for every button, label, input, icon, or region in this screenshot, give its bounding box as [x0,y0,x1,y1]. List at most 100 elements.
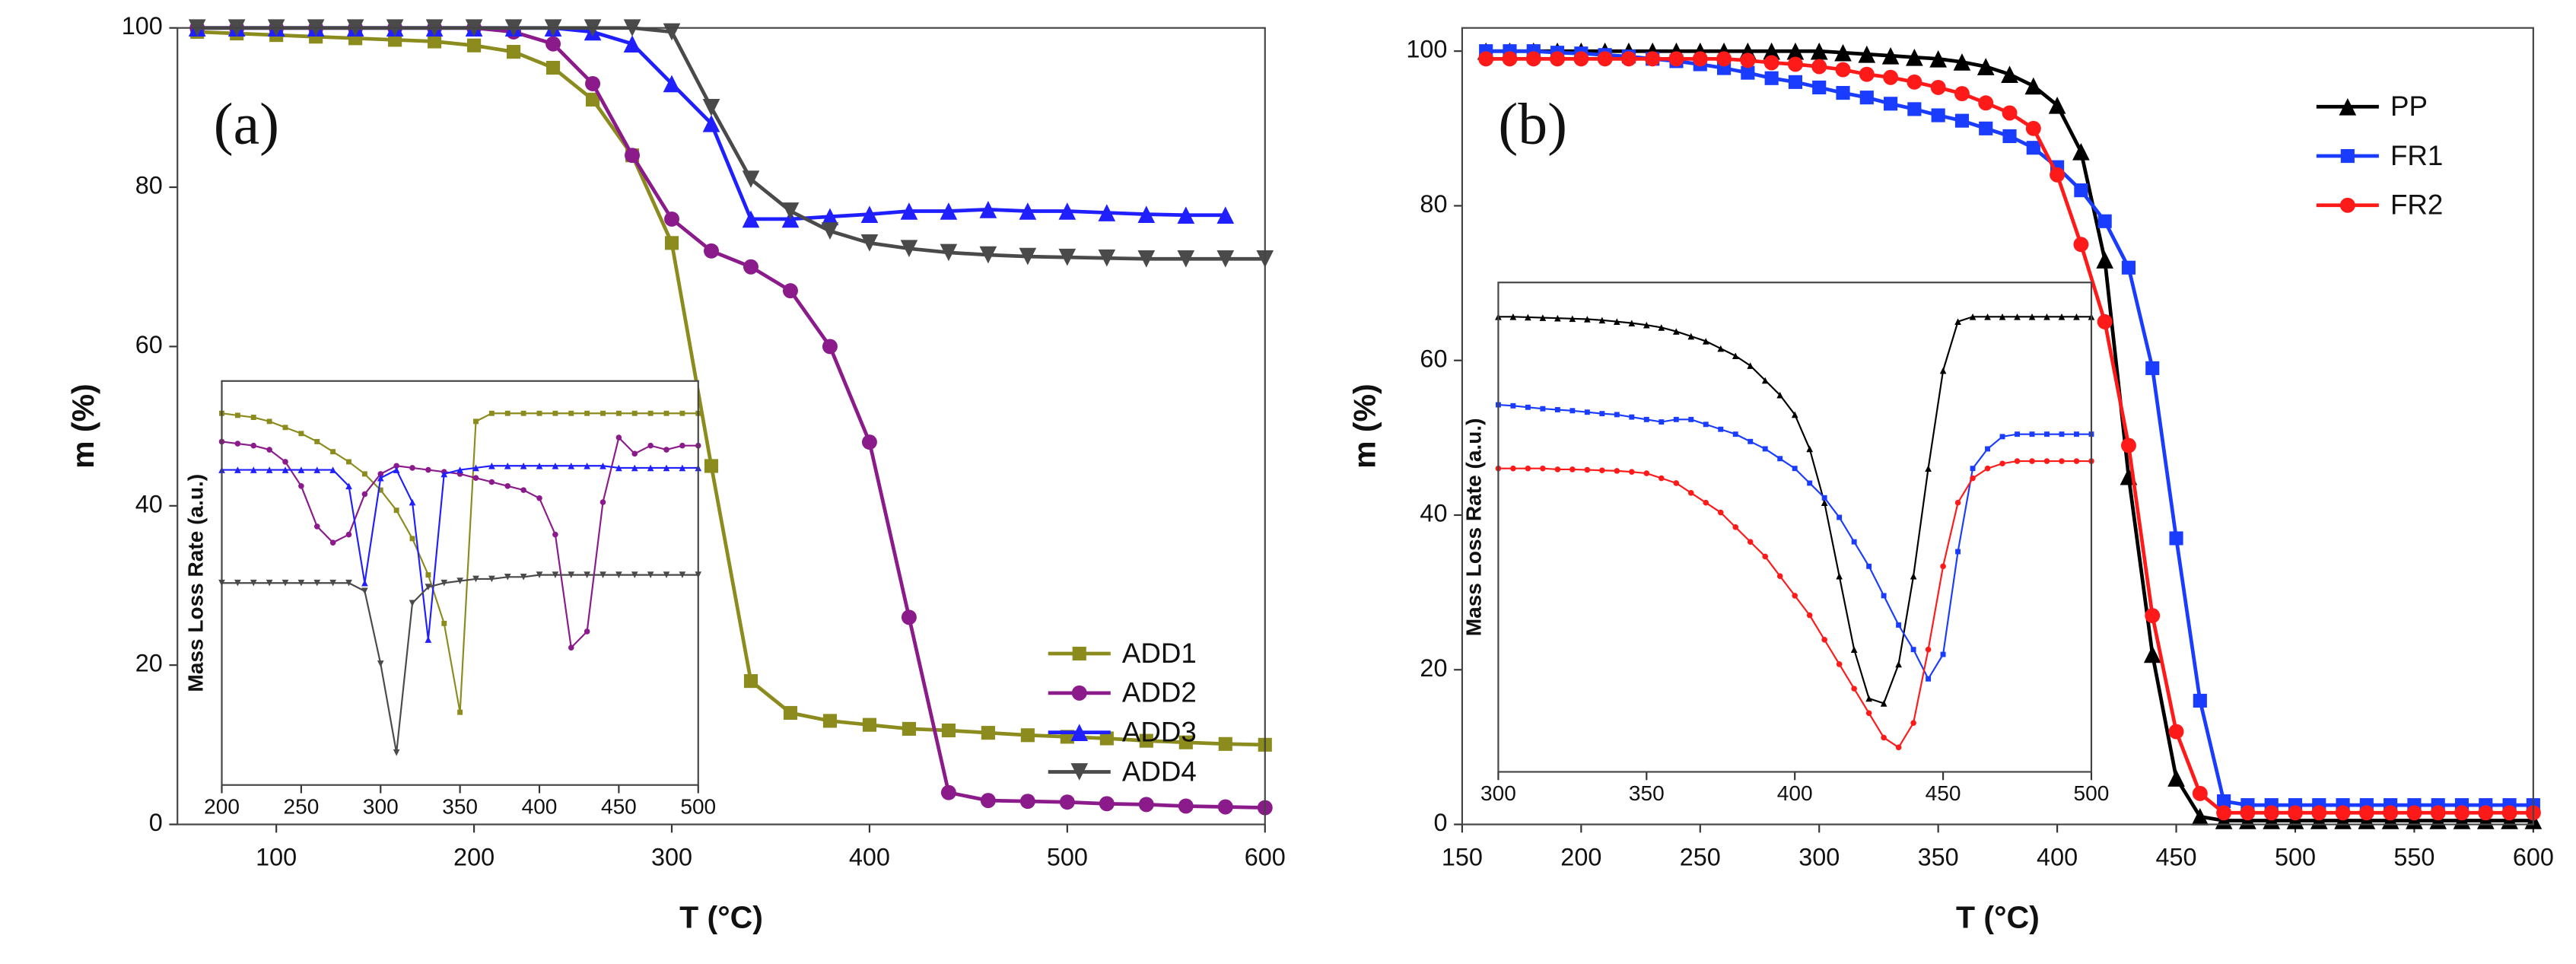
y-tick-label: 80 [135,172,163,199]
marker [552,410,558,416]
marker [2026,141,2040,155]
marker [1059,794,1075,810]
marker [1620,51,1636,67]
x-tick-label: 300 [363,794,399,818]
marker [472,464,479,472]
marker [2454,805,2469,821]
marker [2358,805,2374,821]
marker [1821,636,1827,643]
marker [1954,113,1970,128]
marker [584,571,590,578]
marker [1907,102,1922,116]
marker [2074,183,2088,198]
legend: PP FR1 FR2 [2316,91,2443,221]
marker [2058,313,2066,320]
plot-frame [221,380,699,786]
inset-background [1498,282,2091,772]
marker [900,202,918,220]
x-tick-label: 300 [1798,843,1840,870]
marker [361,471,367,477]
marker [266,579,273,587]
legend-label: ADD3 [1122,717,1197,748]
marker [1786,42,1805,60]
marker [2335,805,2351,821]
marker [1910,720,1916,726]
marker [504,573,511,581]
marker [2059,431,2065,437]
marker [1098,249,1116,267]
marker [1645,51,1661,67]
marker [1929,50,1947,68]
x-tick-label: 500 [2275,843,2316,870]
marker [647,410,654,416]
marker [1837,514,1843,520]
marker [488,575,495,583]
marker [2043,458,2050,464]
marker [1811,59,1827,75]
marker [1761,377,1769,384]
marker [1953,53,1971,71]
marker [393,463,399,469]
marker [281,466,289,473]
marker [1985,446,1990,452]
marker [282,425,288,431]
marker [507,45,521,59]
marker [1539,314,1547,321]
marker [1999,434,2005,440]
marker [584,410,590,416]
marker [1178,798,1194,814]
marker [345,579,352,587]
panel: 150 200 250 300 350 400 450 500 550 600 0 20 40 60 80 1… [1347,27,2554,935]
marker [425,636,432,643]
marker [1954,499,1961,506]
marker [1177,206,1195,224]
marker [1658,419,1665,425]
marker [1718,426,1724,432]
marker [536,495,542,501]
marker [250,579,257,587]
marker [1896,622,1902,628]
marker [821,222,839,240]
marker [2048,96,2066,114]
marker [679,571,686,578]
marker [2167,769,2185,787]
marker [600,410,606,416]
marker [1019,202,1037,220]
marker [297,466,305,473]
marker [1687,332,1695,340]
marker [1614,468,1620,474]
x-tick-label: 400 [522,794,558,818]
marker [520,487,526,493]
x-tick-label: 350 [1629,781,1665,805]
plot-frame [177,27,1266,826]
x-tick-label: 500 [2074,781,2110,805]
marker [234,412,240,418]
x-tick-label: 100 [256,843,297,870]
marker [457,709,463,715]
marker [2145,608,2161,624]
marker [2169,531,2183,546]
marker [504,462,511,469]
y-tick-label: 80 [1420,190,1447,218]
marker [615,571,622,578]
marker [1673,480,1680,486]
marker [1554,407,1560,412]
marker [568,410,574,416]
marker [520,462,527,469]
marker [2024,77,2043,95]
marker [1702,338,1709,345]
marker [631,464,638,472]
marker [250,415,256,420]
marker [504,410,510,416]
marker [979,246,997,264]
marker [361,491,368,498]
marker [330,449,336,455]
marker [1137,250,1156,268]
legend-label: ADD2 [1122,677,1197,708]
marker [1881,734,1887,741]
marker [1979,121,1993,135]
marker [377,660,384,667]
marker [1792,466,1798,472]
marker [1747,539,1754,545]
marker [1762,446,1768,452]
